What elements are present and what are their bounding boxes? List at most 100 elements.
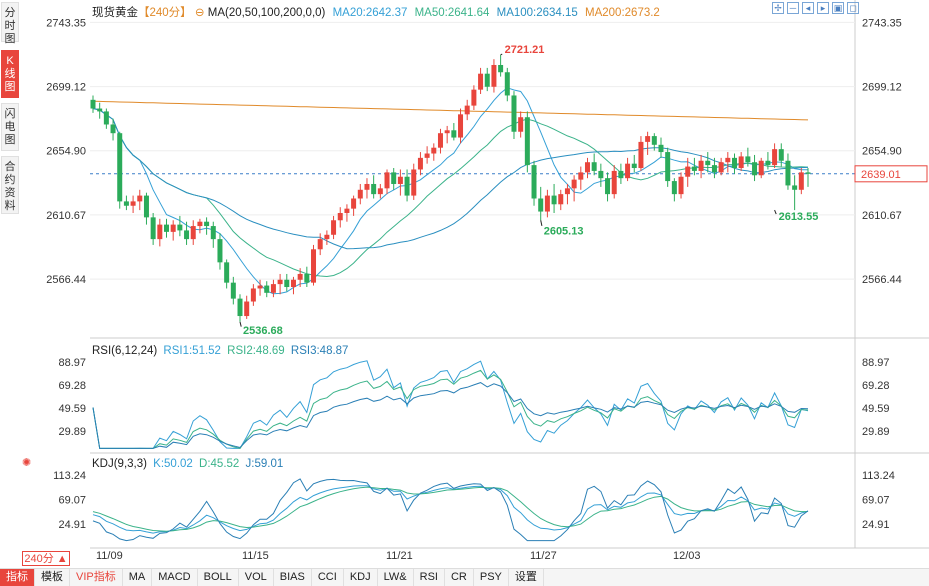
current-price-tag	[854, 165, 928, 183]
candle-body	[297, 273, 303, 280]
candle-body	[444, 130, 450, 134]
tab-vol[interactable]: VOL	[239, 569, 274, 586]
date-label: 11/21	[386, 550, 413, 562]
tab-rsi[interactable]: RSI	[414, 569, 445, 586]
candle-body	[143, 195, 149, 218]
left-icon[interactable]: ◂	[802, 2, 814, 14]
fullscreen-icon[interactable]: ▣	[832, 2, 844, 14]
candle-body	[431, 147, 437, 154]
price-label-right: 2654.90	[862, 146, 902, 158]
candle-body	[164, 224, 170, 232]
candle-body	[224, 262, 230, 283]
kdj-label-left: 69.07	[58, 495, 86, 507]
candle-body	[103, 111, 109, 125]
rsi-header: RSI(6,12,24) RSI1:51.52 RSI2:48.69 RSI3:…	[92, 345, 348, 357]
candle-body	[257, 285, 263, 289]
tab-kdj[interactable]: KDJ	[344, 569, 378, 586]
annotation-label: 2605.13	[544, 225, 584, 237]
date-label: 12/03	[673, 550, 701, 562]
tab-vip-indicators[interactable]: VIP指标	[70, 569, 123, 586]
restore-icon[interactable]: ◻	[847, 2, 859, 14]
kline-chart[interactable]: 2743.35 2743.35 2699.12 2699.12 2654.90 2654.…	[0, 0, 929, 568]
candle-body	[344, 208, 350, 214]
zoom-out-icon[interactable]: ─	[787, 2, 799, 14]
k-line	[92, 485, 809, 534]
tab-templates[interactable]: 模板	[35, 569, 70, 586]
candle-body	[718, 162, 724, 173]
candle-body	[464, 105, 470, 115]
settings-icon[interactable]: ⊖	[194, 7, 205, 19]
tab-psy[interactable]: PSY	[474, 569, 509, 586]
candle-body	[324, 234, 330, 240]
candle-body	[538, 198, 544, 212]
annotation-pointer	[239, 321, 242, 327]
rsi-label-left: 88.97	[58, 357, 86, 369]
candle-body	[752, 162, 758, 176]
j-value: J:59.01	[245, 458, 284, 470]
zoom-in-icon[interactable]: ✢	[772, 2, 784, 14]
candle-body	[157, 224, 163, 240]
candle-body	[785, 160, 791, 186]
rsi1-line	[92, 360, 809, 449]
candle-body	[584, 162, 590, 173]
candle-body	[778, 149, 784, 161]
price-label-right: 2610.67	[862, 210, 902, 222]
tab-lightning[interactable]: 闪电图	[1, 103, 19, 151]
candle-body	[578, 172, 584, 180]
candle-body	[451, 130, 457, 138]
kdj-label-right: 69.07	[862, 495, 890, 507]
candle-body	[290, 279, 296, 288]
rsi2-value: RSI2:48.69	[227, 345, 285, 357]
price-label-left: 2743.35	[46, 17, 86, 29]
candle-body	[357, 189, 363, 199]
candle-body	[645, 136, 651, 142]
tab-cr[interactable]: CR	[445, 569, 474, 586]
tab-cci[interactable]: CCI	[312, 569, 344, 586]
tab-indicators[interactable]: 指标	[0, 569, 35, 586]
candle-body	[504, 72, 510, 96]
rsi1-value: RSI1:51.52	[163, 345, 221, 357]
tab-lw[interactable]: LW&	[378, 569, 414, 586]
candle-body	[605, 178, 611, 195]
date-label: 11/27	[530, 550, 557, 562]
candle-body	[304, 273, 310, 283]
candle-body	[665, 152, 671, 182]
tab-ma[interactable]: MA	[123, 569, 153, 586]
tab-contract-info[interactable]: 合约资料	[1, 156, 19, 214]
candle-body	[311, 249, 317, 283]
candles	[90, 54, 811, 322]
kdj-label-left: 24.91	[58, 519, 86, 531]
candle-body	[170, 224, 176, 232]
k-value: K:50.02	[153, 458, 193, 470]
ma100-value: MA100:2634.15	[496, 7, 578, 19]
rsi-label-right: 29.89	[862, 426, 890, 438]
kdj-label-right: 24.91	[862, 519, 890, 531]
main-header: 现货黄金【240分】 ⊖ MA(20,50,100,200,0,0) MA20:…	[92, 4, 660, 20]
period-button[interactable]: 240分 ▲	[22, 551, 70, 566]
candle-body	[184, 230, 190, 240]
candle-body	[631, 163, 637, 169]
rsi2-line	[92, 369, 809, 449]
candle-body	[638, 141, 644, 169]
ma-lines	[92, 87, 809, 295]
tab-boll[interactable]: BOLL	[198, 569, 239, 586]
candle-body	[437, 133, 443, 148]
candle-body	[484, 73, 490, 87]
right-icon[interactable]: ▸	[817, 2, 829, 14]
candle-body	[270, 284, 276, 293]
tab-settings[interactable]: 设置	[509, 569, 544, 586]
candle-body	[471, 89, 477, 106]
price-label-left: 2654.90	[46, 146, 86, 158]
candle-body	[351, 198, 357, 209]
tab-timeshare[interactable]: 分时图	[1, 2, 19, 45]
sun-icon[interactable]: ✺	[22, 457, 32, 469]
tab-bias[interactable]: BIAS	[274, 569, 312, 586]
kdj-header: KDJ(9,3,3) K:50.02 D:45.52 J:59.01	[92, 458, 283, 470]
tab-kline[interactable]: K线图	[1, 50, 19, 98]
candle-body	[524, 117, 530, 166]
price-label-right: 2743.35	[862, 17, 902, 29]
candle-body	[177, 224, 183, 231]
candle-body	[691, 166, 697, 171]
tab-macd[interactable]: MACD	[152, 569, 198, 586]
candle-body	[411, 169, 417, 196]
